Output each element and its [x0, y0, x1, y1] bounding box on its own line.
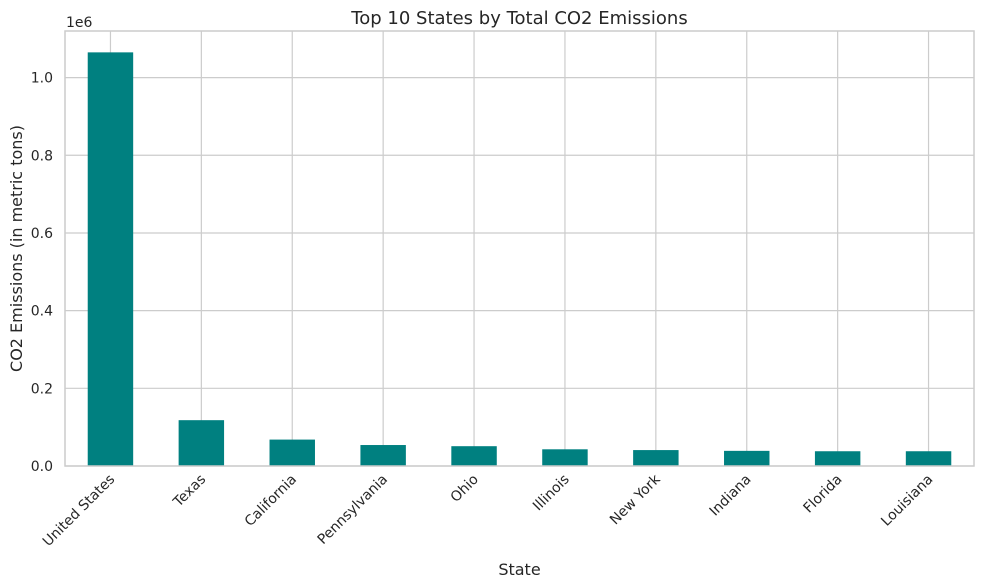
plot-frame — [64, 30, 975, 467]
y-tick-label: 0.4 — [31, 304, 53, 320]
y-tick-label: 0.0 — [31, 459, 53, 475]
y-tick-labels: 0.0 0.2 0.4 0.6 0.8 1.0 — [31, 71, 53, 475]
bar-united-states — [87, 52, 134, 467]
x-tick-label: New York — [607, 471, 664, 528]
y-axis-label: CO2 Emissions (in metric tons) — [7, 125, 26, 372]
x-tick-labels: United States Texas California Pennsylvania… — [40, 471, 936, 550]
x-tick-label: Indiana — [707, 472, 755, 520]
bar-pennsylvania — [360, 445, 406, 466]
y-tick-label: 1.0 — [31, 71, 53, 87]
x-tick-label: Ohio — [448, 472, 482, 506]
y-offset-label: 1e6 — [66, 15, 93, 31]
bars — [87, 52, 952, 467]
bar-texas — [178, 420, 225, 466]
bar-louisiana — [905, 451, 952, 466]
x-tick-label: Pennsylvania — [315, 472, 391, 548]
y-tick-label: 0.8 — [31, 148, 53, 164]
chart-title: Top 10 States by Total CO2 Emissions — [350, 8, 687, 29]
y-tick-label: 0.2 — [31, 381, 53, 397]
gridlines — [65, 31, 974, 467]
bar-illinois — [542, 449, 588, 466]
x-axis-label: State — [498, 560, 540, 579]
y-tick-label: 0.6 — [31, 226, 53, 242]
x-tick-label: California — [242, 472, 300, 530]
bar-california — [269, 439, 315, 466]
x-tick-label: Florida — [800, 472, 845, 517]
bar-indiana — [724, 450, 770, 466]
x-tick-label: United States — [40, 472, 118, 550]
x-tick-label: Louisiana — [878, 472, 936, 530]
x-tick-label: Texas — [170, 472, 209, 511]
x-tick-label: Illinois — [530, 472, 573, 515]
bar-florida — [814, 451, 861, 466]
bar-new-york — [633, 450, 679, 466]
bar-ohio — [451, 446, 497, 466]
